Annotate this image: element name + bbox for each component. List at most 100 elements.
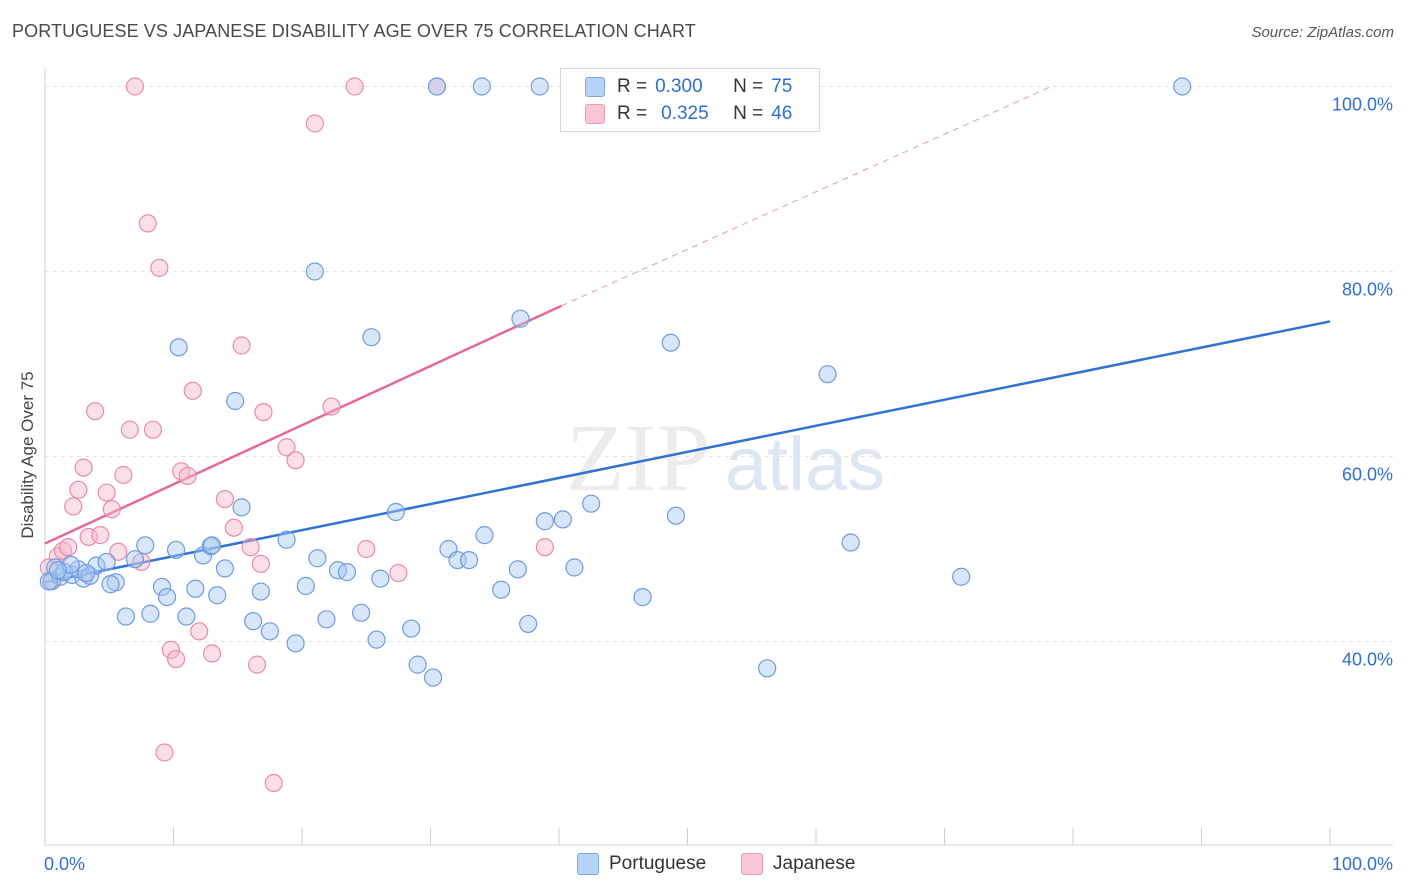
data-point-portuguese bbox=[232, 498, 251, 517]
data-point-portuguese bbox=[305, 262, 324, 281]
data-point-portuguese bbox=[177, 607, 196, 626]
data-point-portuguese bbox=[352, 603, 371, 622]
x-tick-label-max: 100.0% bbox=[1332, 854, 1393, 874]
data-point-portuguese bbox=[101, 575, 120, 594]
data-point-portuguese bbox=[530, 77, 549, 96]
data-point-portuguese bbox=[508, 560, 527, 579]
data-point-portuguese bbox=[141, 604, 160, 623]
data-point-japanese bbox=[138, 214, 157, 233]
data-point-portuguese bbox=[48, 561, 67, 580]
data-point-japanese bbox=[59, 538, 78, 557]
watermark-zip: ZIP bbox=[566, 404, 710, 511]
data-point-japanese bbox=[277, 438, 296, 457]
data-point-japanese bbox=[166, 649, 186, 669]
data-point-portuguese bbox=[157, 587, 177, 607]
watermark-atlas: atlas bbox=[725, 422, 886, 507]
data-point-japanese bbox=[120, 420, 139, 439]
bottom-legend-japanese: Japanese bbox=[741, 851, 855, 877]
data-point-japanese bbox=[535, 538, 554, 557]
data-point-portuguese bbox=[427, 77, 447, 96]
data-point-portuguese bbox=[758, 659, 777, 678]
data-point-japanese bbox=[86, 402, 105, 421]
y-tick-label: 40.0% bbox=[1342, 650, 1393, 670]
data-point-portuguese bbox=[215, 559, 234, 578]
legend: R = 0.300 N = 75 R = 0.325 N = 46 bbox=[560, 68, 820, 132]
data-point-portuguese bbox=[169, 338, 188, 357]
data-point-japanese bbox=[202, 644, 222, 663]
data-point-portuguese bbox=[459, 550, 479, 570]
data-point-portuguese bbox=[582, 494, 601, 513]
data-point-portuguese bbox=[244, 612, 263, 631]
data-point-japanese bbox=[322, 397, 341, 416]
data-point-portuguese bbox=[193, 546, 213, 565]
data-point-japanese bbox=[305, 114, 324, 133]
bottom-legend-label-portuguese: Portuguese bbox=[609, 853, 707, 874]
data-point-japanese bbox=[79, 527, 98, 547]
legend-r-value-japanese: 0.325 bbox=[661, 103, 709, 124]
data-point-portuguese bbox=[308, 549, 327, 568]
trendline-portuguese bbox=[44, 320, 1331, 584]
legend-n-value-portuguese: 75 bbox=[771, 76, 793, 97]
data-point-portuguese bbox=[362, 328, 381, 347]
data-point-portuguese bbox=[201, 537, 220, 556]
data-point-japanese bbox=[190, 622, 209, 641]
trendline-japanese-extrapolated bbox=[561, 85, 1052, 307]
data-point-portuguese bbox=[337, 563, 357, 582]
data-point-japanese bbox=[150, 258, 169, 277]
data-point-japanese bbox=[241, 538, 260, 557]
data-point-japanese bbox=[178, 466, 197, 486]
data-point-portuguese bbox=[367, 630, 386, 649]
data-point-japanese bbox=[143, 420, 163, 439]
data-point-japanese bbox=[109, 542, 128, 561]
data-point-japanese bbox=[254, 403, 273, 422]
data-point-portuguese bbox=[87, 556, 106, 575]
data-point-portuguese bbox=[818, 365, 837, 384]
data-point-japanese bbox=[64, 497, 83, 516]
data-point-portuguese bbox=[116, 607, 136, 626]
data-point-portuguese bbox=[202, 536, 222, 555]
x-tick-label-min: 0.0% bbox=[44, 854, 85, 874]
data-point-portuguese bbox=[328, 561, 348, 580]
data-point-portuguese bbox=[152, 577, 172, 597]
data-point-japanese bbox=[251, 554, 270, 573]
trendline-japanese bbox=[44, 304, 563, 545]
data-point-portuguese bbox=[166, 540, 186, 560]
data-point-portuguese bbox=[492, 580, 511, 599]
data-point-portuguese bbox=[952, 567, 971, 586]
x-ticks bbox=[173, 828, 1331, 845]
data-point-portuguese bbox=[472, 77, 491, 96]
data-point-portuguese bbox=[535, 512, 554, 531]
legend-n-value-japanese: 46 bbox=[771, 103, 793, 124]
data-point-portuguese bbox=[666, 506, 686, 525]
data-point-japanese bbox=[155, 743, 174, 762]
data-point-portuguese bbox=[226, 391, 245, 411]
data-point-portuguese bbox=[251, 582, 270, 601]
data-point-portuguese bbox=[519, 614, 538, 634]
data-point-japanese bbox=[74, 458, 93, 477]
bottom-legend-swatch-japanese bbox=[741, 853, 763, 875]
legend-row-japanese: R = 0.325 N = 46 bbox=[585, 102, 792, 126]
data-point-japanese bbox=[215, 489, 234, 509]
data-point-japanese bbox=[389, 563, 408, 583]
chart-title: PORTUGUESE VS JAPANESE DISABILITY AGE OV… bbox=[12, 21, 696, 41]
legend-row-portuguese: R = 0.300 N = 75 bbox=[585, 75, 792, 99]
data-point-portuguese bbox=[125, 550, 145, 569]
data-point-japanese bbox=[224, 518, 243, 537]
data-point-portuguese bbox=[136, 536, 155, 555]
data-point-portuguese bbox=[277, 530, 296, 549]
data-point-portuguese bbox=[97, 552, 116, 572]
data-point-portuguese bbox=[55, 563, 74, 582]
legend-r-label: R = bbox=[617, 76, 648, 97]
legend-swatch-japanese bbox=[585, 104, 605, 124]
data-point-portuguese bbox=[296, 576, 315, 596]
data-point-portuguese bbox=[553, 510, 572, 529]
data-point-portuguese bbox=[565, 558, 584, 577]
data-point-portuguese bbox=[260, 622, 279, 641]
legend-n-label: N = bbox=[733, 76, 764, 97]
y-tick-label: 100.0% bbox=[1332, 95, 1393, 115]
data-point-portuguese bbox=[317, 610, 336, 629]
bottom-legend-swatch-portuguese bbox=[577, 853, 599, 875]
data-point-japanese bbox=[91, 526, 110, 545]
source-label: Source: ZipAtlas.com bbox=[1251, 24, 1394, 41]
y-tick-label: 80.0% bbox=[1342, 280, 1393, 300]
